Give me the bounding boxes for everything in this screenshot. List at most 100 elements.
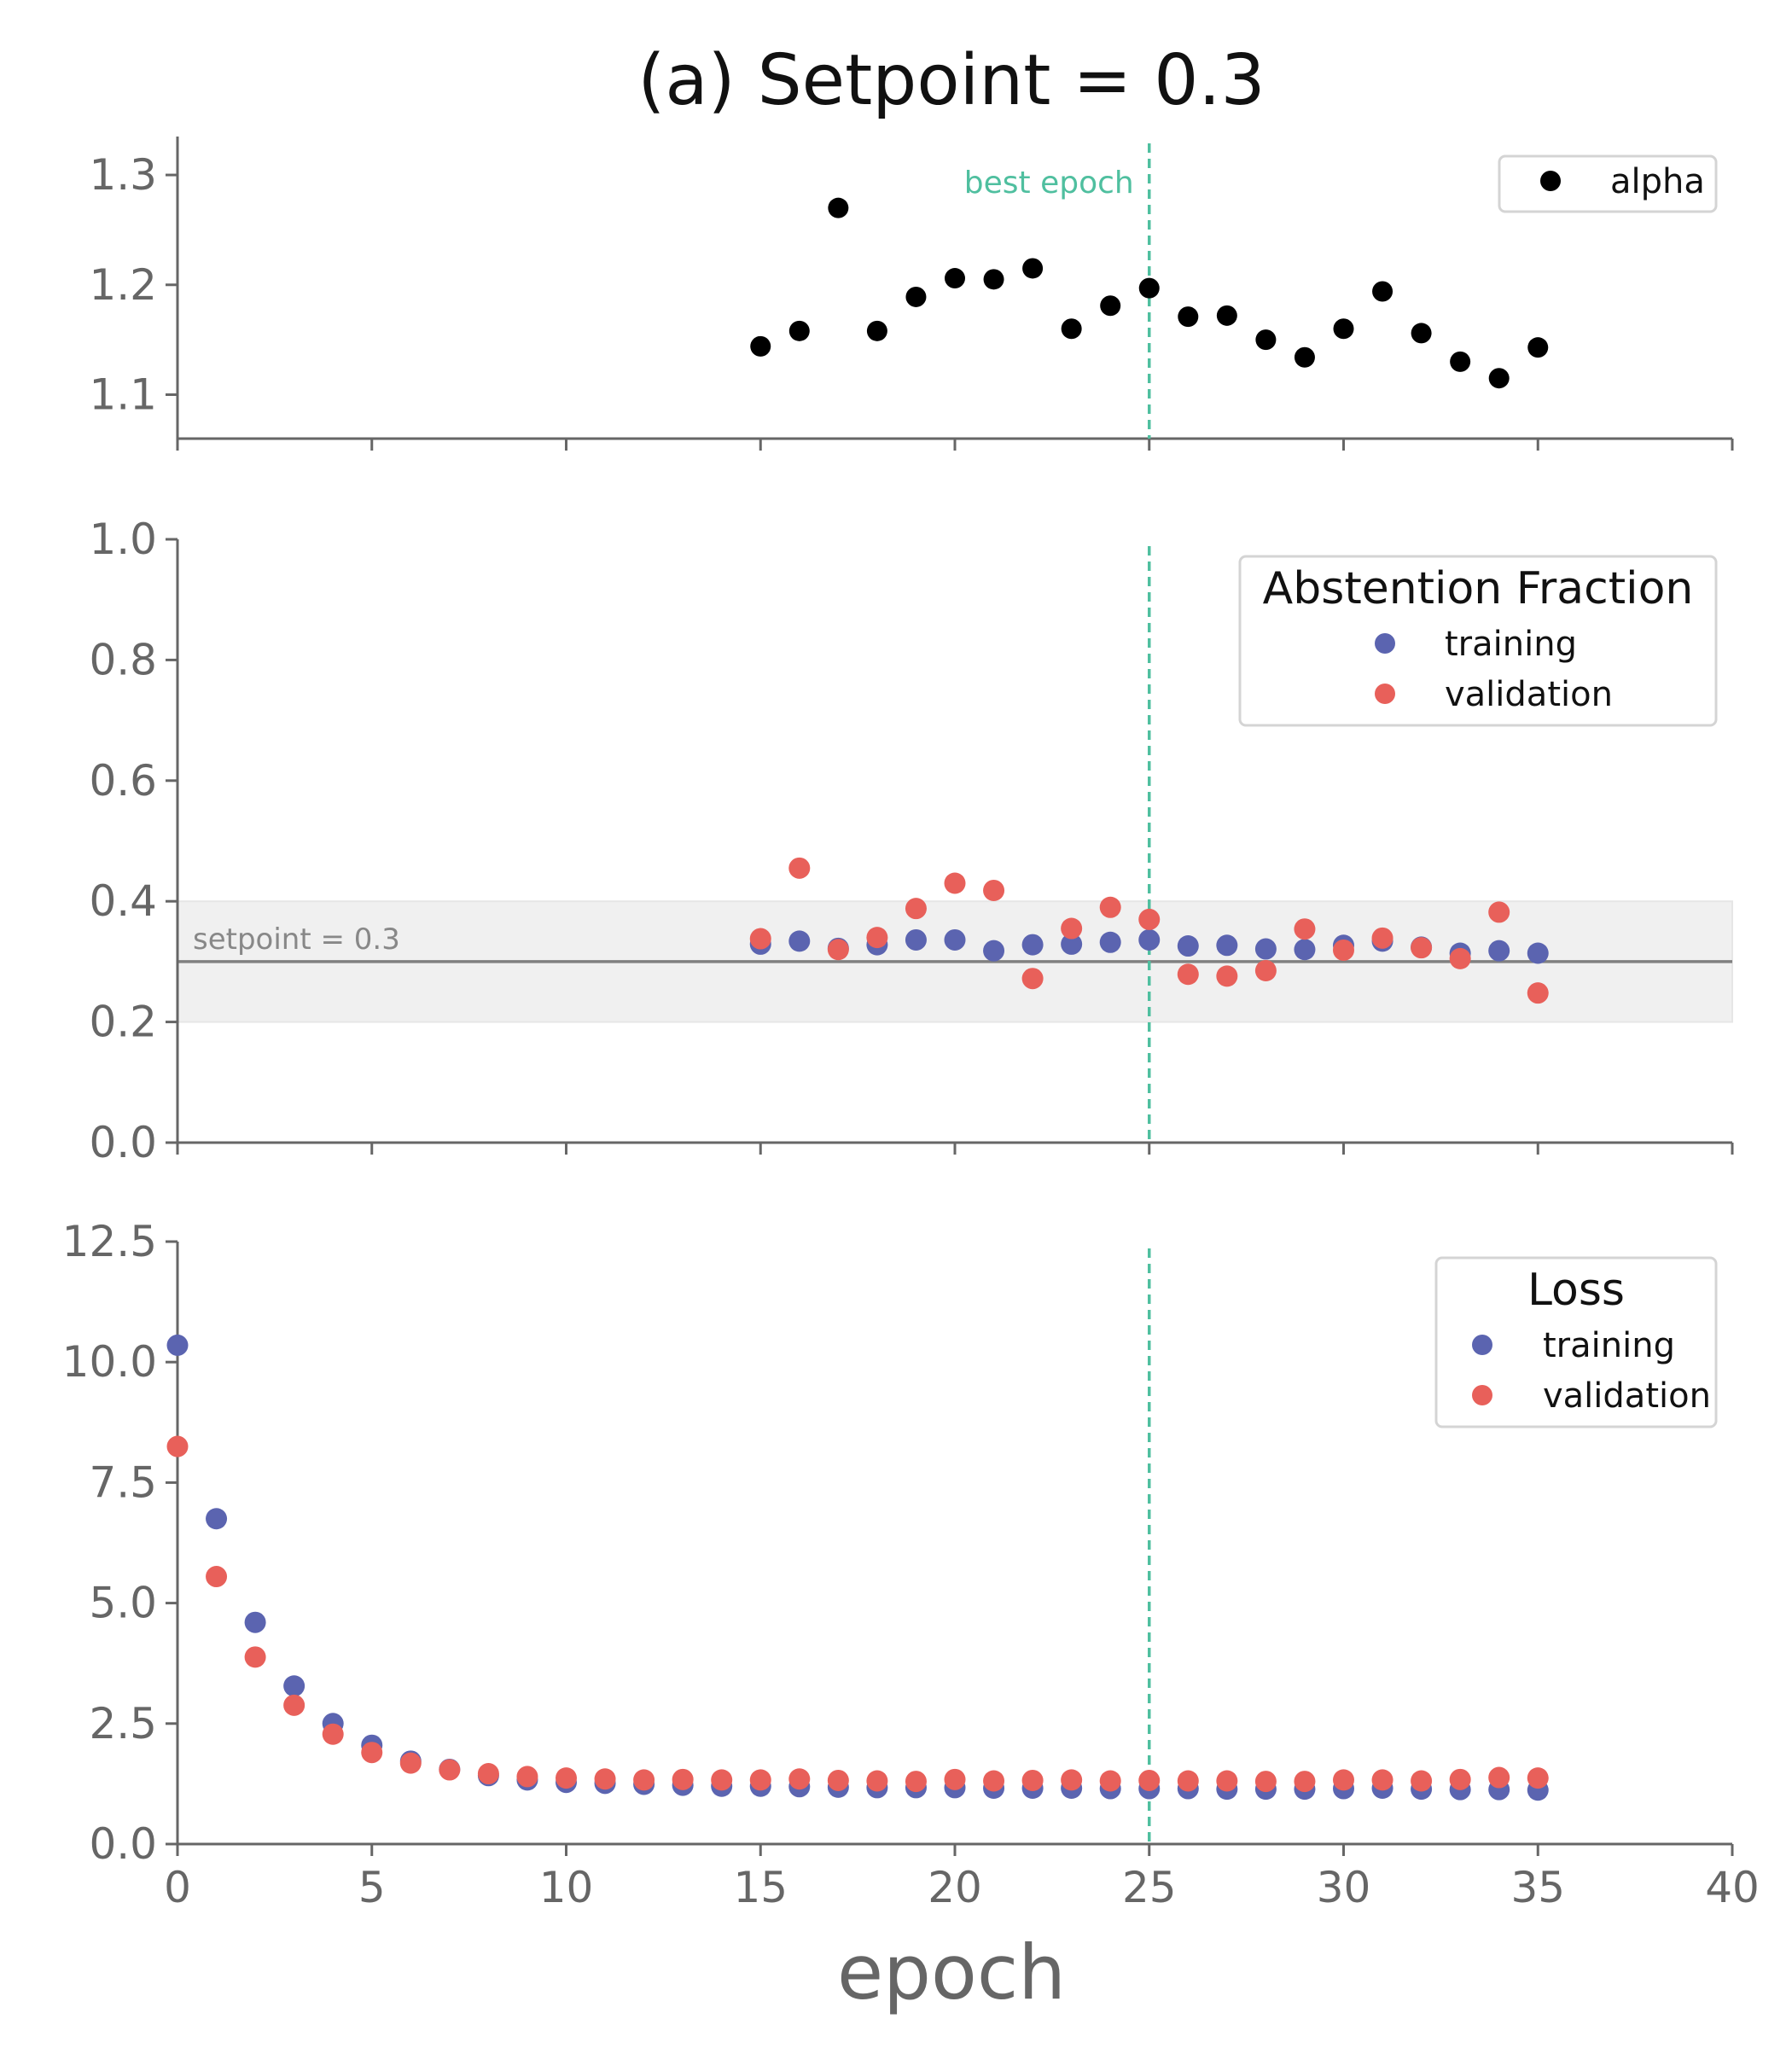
data-point-loss-validation: [983, 1770, 1005, 1792]
y-tick-label: 0.0: [89, 1819, 157, 1869]
data-point-loss-validation: [361, 1742, 383, 1764]
y-tick-label: 0.0: [89, 1118, 157, 1167]
data-point-abstention-training: [1488, 940, 1510, 962]
y-tick-label: 2.5: [89, 1699, 157, 1748]
data-point-loss-validation: [283, 1694, 305, 1716]
y-tick-label: 1.1: [89, 370, 157, 420]
setpoint-label: setpoint = 0.3: [193, 922, 400, 957]
data-point-loss-training: [283, 1675, 305, 1697]
legend-label-training: training: [1445, 625, 1577, 664]
data-point-loss-validation: [749, 1769, 771, 1791]
legend-alpha: alpha: [1498, 154, 1718, 213]
data-point-abstention-training: [1216, 934, 1238, 957]
data-point-abstention-validation: [1294, 918, 1316, 940]
x-tick-label: 15: [733, 1863, 788, 1912]
y-tick-label: 10.0: [62, 1337, 157, 1387]
data-point-alpha-alpha: [1216, 305, 1237, 326]
x-tick-label: 30: [1317, 1863, 1371, 1912]
data-point-loss-validation: [439, 1759, 461, 1781]
data-point-alpha-alpha: [1138, 277, 1160, 299]
data-point-loss-validation: [1021, 1769, 1044, 1791]
data-point-alpha-alpha: [1488, 368, 1510, 389]
data-point-abstention-validation: [1527, 982, 1549, 1004]
legend-abstention: Abstention Fraction training validation: [1238, 555, 1718, 727]
x-tick-label: 25: [1122, 1863, 1177, 1912]
data-point-alpha-alpha: [983, 269, 1004, 290]
y-tick-label: 1.2: [89, 260, 157, 310]
data-point-loss-validation: [1216, 1770, 1238, 1792]
best-epoch-label: best epoch: [964, 166, 1134, 201]
data-point-loss-validation: [944, 1768, 966, 1790]
data-point-alpha-alpha: [1100, 295, 1121, 317]
data-point-abstention-validation: [944, 872, 966, 894]
data-point-loss-validation: [1138, 1769, 1161, 1791]
data-point-alpha-alpha: [1411, 323, 1432, 344]
data-point-abstention-training: [788, 930, 811, 952]
data-point-abstention-training: [1021, 934, 1044, 956]
y-tick-label: 7.5: [89, 1457, 157, 1507]
y-tick-label: 0.8: [89, 635, 157, 684]
y-tick-label: 0.4: [89, 876, 157, 926]
data-point-loss-validation: [711, 1769, 733, 1791]
data-point-loss-validation: [594, 1768, 616, 1790]
x-tick-label: 35: [1510, 1863, 1565, 1912]
y-tick-label: 5.0: [89, 1579, 157, 1628]
data-point-loss-validation: [556, 1767, 577, 1789]
data-point-abstention-training: [983, 940, 1005, 962]
data-point-alpha-alpha: [1255, 329, 1277, 351]
data-point-loss-validation: [672, 1768, 694, 1790]
data-point-abstention-training: [1294, 939, 1316, 961]
data-point-loss-validation: [827, 1769, 849, 1791]
chart-title: (a) Setpoint = 0.3: [637, 40, 1265, 121]
y-tick-label: 1.3: [89, 150, 157, 200]
x-tick-label: 10: [539, 1863, 594, 1912]
data-point-alpha-alpha: [1450, 351, 1471, 372]
legend-box: [1434, 1256, 1718, 1428]
data-point-abstention-training: [1254, 938, 1277, 960]
data-point-abstention-validation: [1254, 960, 1277, 982]
x-axis-label: epoch: [837, 1929, 1066, 2016]
data-point-abstention-validation: [1333, 939, 1354, 961]
legend-label-training: training: [1543, 1326, 1675, 1365]
x-tick-label: 0: [164, 1863, 191, 1912]
data-point-loss-training: [244, 1611, 266, 1633]
legend-marker-alpha: [1540, 171, 1561, 191]
data-point-abstention-validation: [1138, 908, 1161, 930]
data-point-abstention-validation: [866, 927, 888, 949]
data-point-loss-validation: [166, 1435, 189, 1457]
panel-alpha: 1.1 1.2 1.3 best epoch alpha: [89, 137, 1734, 451]
legend-loss: Loss training validation: [1434, 1256, 1718, 1428]
data-point-alpha-alpha: [828, 197, 849, 218]
plot-area: 1.1 1.2 1.3 best epoch alpha setpoint = 0.3 0.…: [62, 137, 1760, 1912]
legend-box: [1498, 154, 1718, 213]
data-point-loss-validation: [1099, 1770, 1121, 1792]
data-point-alpha-alpha: [1022, 258, 1044, 279]
data-point-abstention-validation: [1061, 917, 1083, 940]
data-point-abstention-validation: [1411, 937, 1433, 959]
y-tick-label: 0.6: [89, 756, 157, 806]
data-point-abstention-training: [905, 928, 927, 951]
x-tick-label: 40: [1705, 1863, 1760, 1912]
data-point-alpha-alpha: [1372, 281, 1393, 302]
data-point-alpha-alpha: [1527, 337, 1549, 358]
data-point-abstention-validation: [1488, 901, 1510, 923]
data-point-loss-validation: [1177, 1770, 1199, 1792]
data-point-alpha-alpha: [1178, 306, 1199, 328]
data-point-abstention-training: [1099, 931, 1121, 953]
data-point-loss-validation: [516, 1766, 538, 1788]
data-point-loss-validation: [477, 1763, 499, 1785]
data-point-loss-validation: [1449, 1768, 1471, 1790]
data-point-alpha-alpha: [905, 286, 927, 307]
data-point-alpha-alpha: [1294, 346, 1315, 368]
data-point-abstention-validation: [1371, 927, 1393, 949]
data-point-abstention-validation: [1449, 947, 1471, 969]
data-point-abstention-validation: [788, 857, 811, 879]
data-point-loss-validation: [322, 1723, 344, 1745]
data-point-abstention-training: [1138, 928, 1161, 951]
data-point-alpha-alpha: [750, 335, 771, 357]
data-point-alpha-alpha: [1333, 318, 1354, 340]
data-point-abstention-validation: [827, 939, 849, 961]
data-point-abstention-validation: [1021, 968, 1044, 990]
data-point-loss-training: [166, 1334, 189, 1356]
data-point-loss-validation: [206, 1566, 228, 1588]
